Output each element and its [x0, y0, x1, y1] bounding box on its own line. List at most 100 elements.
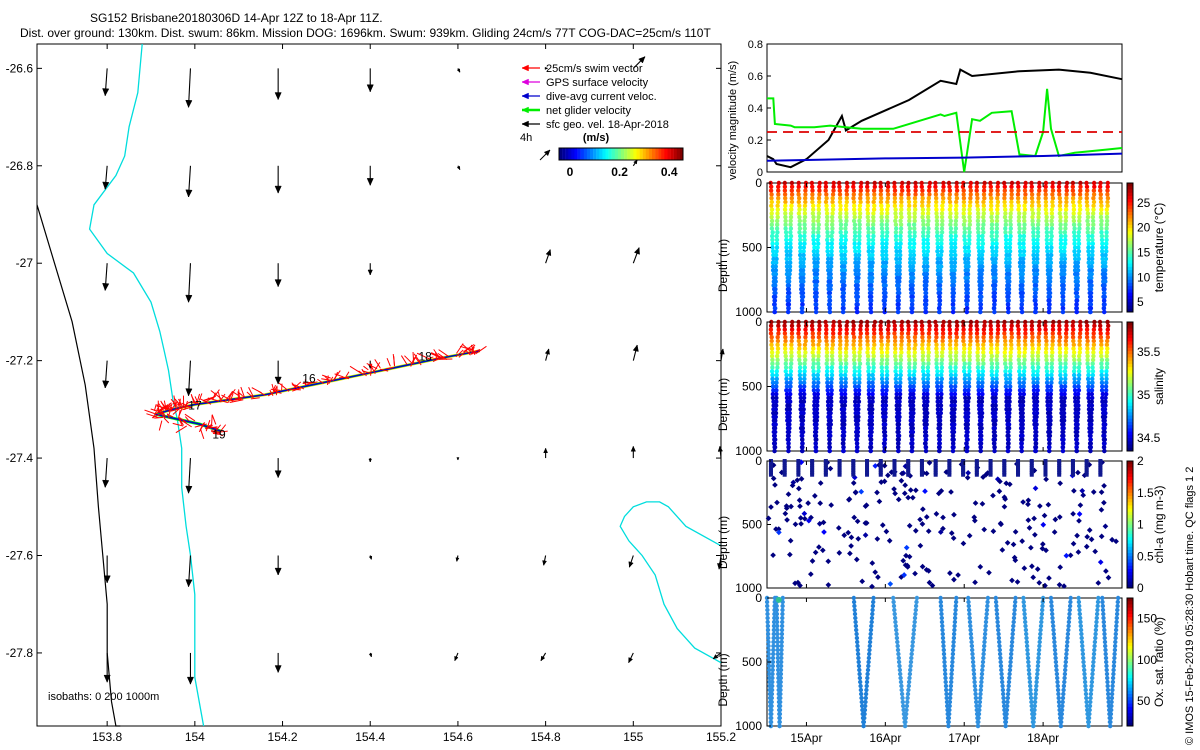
temperature-point: [797, 207, 802, 212]
salinity-point: [1099, 376, 1105, 382]
swim-vector: [173, 395, 177, 408]
salinity-point: [857, 376, 862, 382]
swim-vector: [246, 391, 254, 399]
salinity-point: [1020, 410, 1025, 416]
temperature-point: [815, 249, 820, 254]
salinity-point: [1017, 380, 1022, 385]
temperature-point: [825, 230, 830, 235]
temperature-colorbar-cell: [1127, 263, 1133, 268]
temperature-point: [844, 196, 849, 201]
swim-vector: [206, 423, 213, 428]
salinity-point: [865, 350, 870, 355]
oxygen-point: [971, 667, 976, 673]
temperature-point: [964, 302, 970, 307]
chla-colorbar-cell: [1127, 461, 1133, 465]
temperature-point: [939, 233, 944, 239]
temperature-point: [907, 233, 912, 239]
salinity-point: [927, 319, 932, 325]
salinity-point: [1090, 369, 1096, 374]
temperature-point: [1076, 241, 1082, 246]
salinity-point: [1033, 445, 1039, 450]
salinity-point: [937, 433, 942, 438]
salinity-point: [879, 338, 884, 344]
salinity-point: [856, 395, 861, 401]
temperature-point: [1017, 230, 1022, 235]
temperature-point: [788, 237, 793, 243]
salinity-point: [1091, 331, 1096, 336]
temperature-point: [947, 199, 953, 205]
chla-point: [782, 470, 787, 475]
temperature-point: [994, 237, 999, 243]
salinity-point: [802, 346, 808, 351]
salinity-point: [919, 323, 925, 328]
temperature-point: [1002, 188, 1007, 193]
salinity-point: [893, 353, 898, 359]
salinity-point: [921, 384, 927, 389]
temperature-point: [976, 256, 982, 262]
title-line-2: Dist. over ground: 130km. Dist. swum: 86…: [20, 26, 711, 40]
salinity-point: [910, 433, 915, 438]
salinity-point: [953, 338, 959, 344]
chla-point: [768, 465, 773, 470]
salinity-point: [864, 327, 870, 332]
salinity-point: [995, 338, 1000, 344]
temperature-point: [1047, 294, 1053, 299]
temperature-point: [1036, 207, 1041, 212]
salinity-point: [879, 342, 884, 347]
temperature-point: [851, 188, 857, 193]
salinity-point: [788, 365, 793, 370]
temperature-point: [866, 245, 872, 250]
temperature-point: [885, 184, 891, 189]
oxygen-point: [983, 623, 988, 629]
temperature-point: [844, 214, 849, 220]
chla-point: [862, 503, 869, 510]
temperature-point: [892, 199, 897, 205]
temperature-point: [898, 218, 903, 224]
temperature-point: [1105, 203, 1110, 208]
salinity-point: [1102, 441, 1107, 446]
salinity-point: [1070, 319, 1076, 325]
salinity-point: [1058, 365, 1063, 370]
salinity-point: [1006, 429, 1011, 435]
temperature-point: [906, 196, 911, 201]
salinity-point: [1020, 414, 1025, 420]
salinity-point: [909, 448, 914, 454]
chla-point: [810, 465, 815, 470]
temperature-point: [816, 230, 821, 235]
swim-vector: [198, 422, 206, 433]
salinity-point: [1009, 319, 1014, 325]
oxygen-point: [853, 615, 858, 621]
salinity-point: [1035, 369, 1040, 374]
temperature-point: [788, 241, 793, 246]
temperature-point: [994, 214, 1000, 220]
geo-velocity-arrow-head: [628, 561, 634, 568]
salinity-point: [868, 445, 874, 450]
oxygen-point: [863, 699, 868, 705]
chla-point: [981, 526, 988, 533]
salinity-point: [1009, 346, 1014, 351]
chla-colorbar-cell: [1127, 486, 1133, 491]
temperature-point: [937, 283, 943, 288]
salinity-point: [769, 342, 774, 347]
temperature-point: [920, 203, 925, 208]
salinity-point: [950, 441, 956, 446]
chla-point: [862, 532, 869, 538]
temperature-point: [844, 207, 849, 212]
salinity-point: [796, 331, 801, 336]
salinity-point: [1044, 342, 1049, 347]
temperature-point: [1046, 309, 1052, 315]
temperature-point: [1061, 294, 1066, 299]
chla-point: [961, 465, 966, 470]
chla-point: [784, 517, 790, 523]
oxygen-point: [941, 643, 946, 649]
temperature-point: [1017, 237, 1023, 243]
salinity-point: [1050, 357, 1055, 363]
velocity-frame: [766, 43, 1123, 173]
salinity-point: [907, 372, 912, 378]
chla-point: [1019, 538, 1026, 544]
temperature-point: [1105, 180, 1111, 186]
temperature-point: [1098, 199, 1104, 205]
oxygen-point: [863, 691, 869, 697]
temperature-point: [919, 180, 924, 186]
